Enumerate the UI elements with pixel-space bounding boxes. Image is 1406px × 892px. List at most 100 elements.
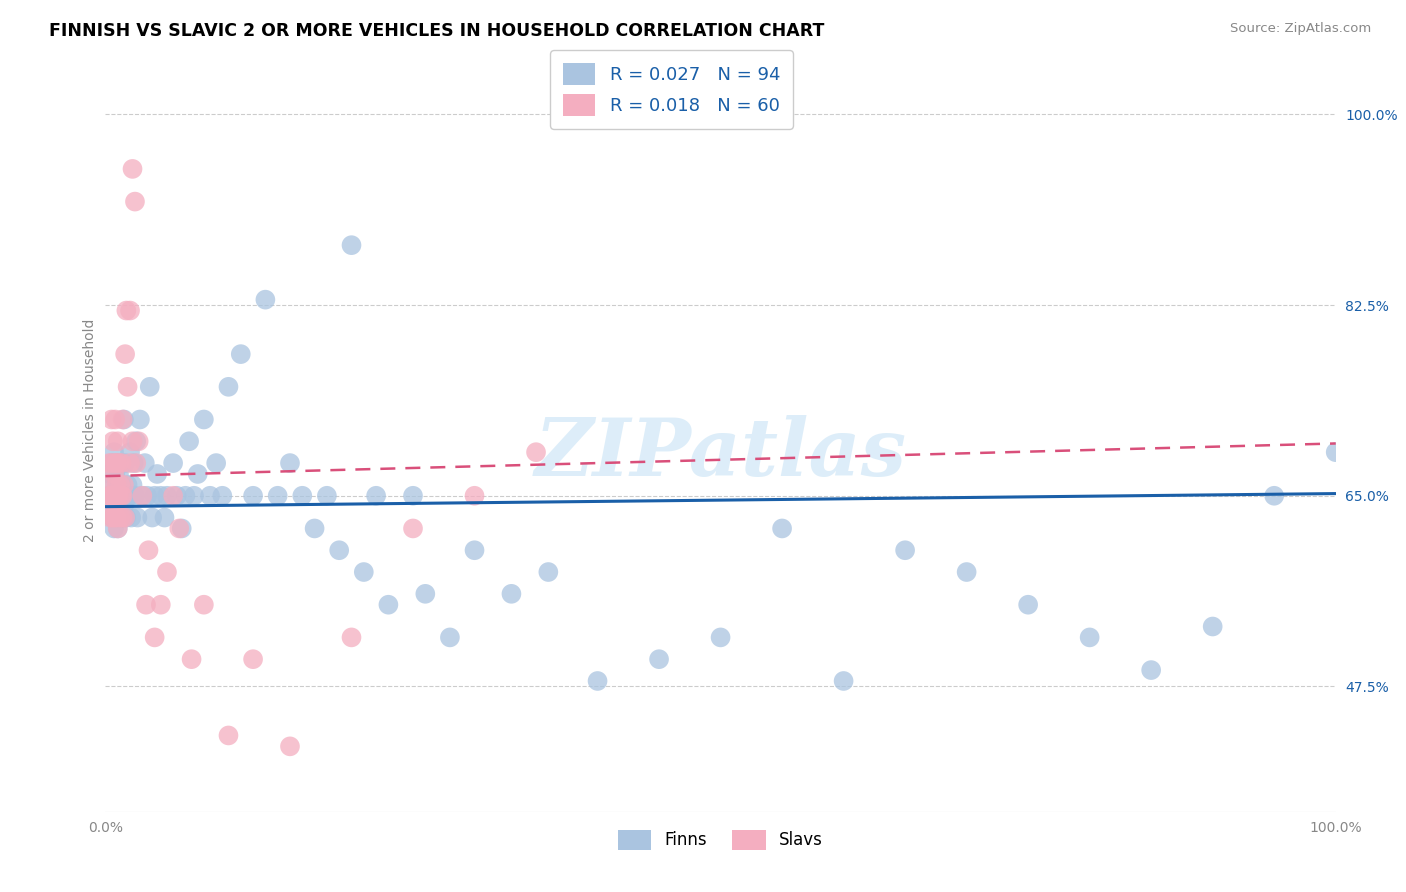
Point <box>278 739 301 754</box>
Text: Source: ZipAtlas.com: Source: ZipAtlas.com <box>1230 22 1371 36</box>
Point <box>112 478 135 492</box>
Y-axis label: 2 or more Vehicles in Household: 2 or more Vehicles in Household <box>83 318 97 542</box>
Point <box>114 347 136 361</box>
Point <box>120 303 141 318</box>
Point <box>166 489 188 503</box>
Point <box>104 489 127 503</box>
Point <box>105 510 128 524</box>
Point <box>100 489 122 503</box>
Point <box>104 500 127 514</box>
Point <box>103 510 125 524</box>
Point <box>162 456 184 470</box>
Point <box>101 489 124 503</box>
Point <box>121 478 143 492</box>
Point <box>187 467 209 481</box>
Point <box>1078 631 1101 645</box>
Text: FINNISH VS SLAVIC 2 OR MORE VEHICLES IN HOUSEHOLD CORRELATION CHART: FINNISH VS SLAVIC 2 OR MORE VEHICLES IN … <box>49 22 824 40</box>
Point <box>120 456 141 470</box>
Point <box>524 445 547 459</box>
Point <box>103 467 125 481</box>
Point <box>107 521 129 535</box>
Point <box>1263 489 1285 503</box>
Point <box>180 652 202 666</box>
Point <box>131 489 153 503</box>
Point <box>115 303 138 318</box>
Point <box>100 456 122 470</box>
Point <box>127 510 149 524</box>
Point <box>229 347 252 361</box>
Point <box>110 510 132 524</box>
Point <box>218 729 240 743</box>
Point <box>100 456 122 470</box>
Point <box>108 456 131 470</box>
Point <box>162 489 184 503</box>
Point <box>111 412 134 426</box>
Point <box>120 445 141 459</box>
Point <box>117 380 139 394</box>
Point <box>193 598 215 612</box>
Point <box>105 456 128 470</box>
Point <box>254 293 277 307</box>
Legend: R = 0.027   N = 94, R = 0.018   N = 60: R = 0.027 N = 94, R = 0.018 N = 60 <box>550 51 793 128</box>
Point <box>1324 445 1347 459</box>
Point <box>149 598 172 612</box>
Point <box>120 489 141 503</box>
Point <box>107 489 129 503</box>
Point <box>107 489 129 503</box>
Point <box>104 456 127 470</box>
Point <box>340 631 363 645</box>
Point <box>710 631 733 645</box>
Point <box>143 631 166 645</box>
Point <box>1140 663 1163 677</box>
Point <box>648 652 671 666</box>
Point <box>149 489 172 503</box>
Point <box>1017 598 1039 612</box>
Point <box>242 489 264 503</box>
Point <box>110 489 132 503</box>
Point <box>211 489 233 503</box>
Point <box>110 456 132 470</box>
Point <box>120 510 142 524</box>
Point <box>174 489 197 503</box>
Point <box>101 434 124 449</box>
Point <box>117 478 139 492</box>
Point <box>242 652 264 666</box>
Point <box>110 478 132 492</box>
Point <box>205 456 228 470</box>
Point <box>108 500 131 514</box>
Point <box>267 489 290 503</box>
Point <box>141 510 163 524</box>
Point <box>105 478 128 492</box>
Point <box>770 521 793 535</box>
Text: ZIPatlas: ZIPatlas <box>534 415 907 492</box>
Point <box>107 434 129 449</box>
Point <box>100 500 122 514</box>
Point <box>464 543 486 558</box>
Point <box>101 510 124 524</box>
Point <box>101 478 124 492</box>
Point <box>98 489 121 503</box>
Point <box>98 456 121 470</box>
Point <box>98 489 121 503</box>
Point <box>129 412 152 426</box>
Point <box>103 500 125 514</box>
Point <box>122 456 145 470</box>
Point <box>402 521 425 535</box>
Point <box>146 467 169 481</box>
Point <box>135 598 157 612</box>
Point <box>108 489 131 503</box>
Point <box>464 489 486 503</box>
Point <box>956 565 979 579</box>
Point <box>340 238 363 252</box>
Point <box>170 521 193 535</box>
Point <box>101 510 124 524</box>
Point <box>98 478 122 492</box>
Point <box>131 489 153 503</box>
Point <box>114 510 136 524</box>
Point <box>107 521 129 535</box>
Point <box>100 412 122 426</box>
Point <box>103 489 125 503</box>
Point <box>278 456 301 470</box>
Point <box>105 510 128 524</box>
Point <box>894 543 917 558</box>
